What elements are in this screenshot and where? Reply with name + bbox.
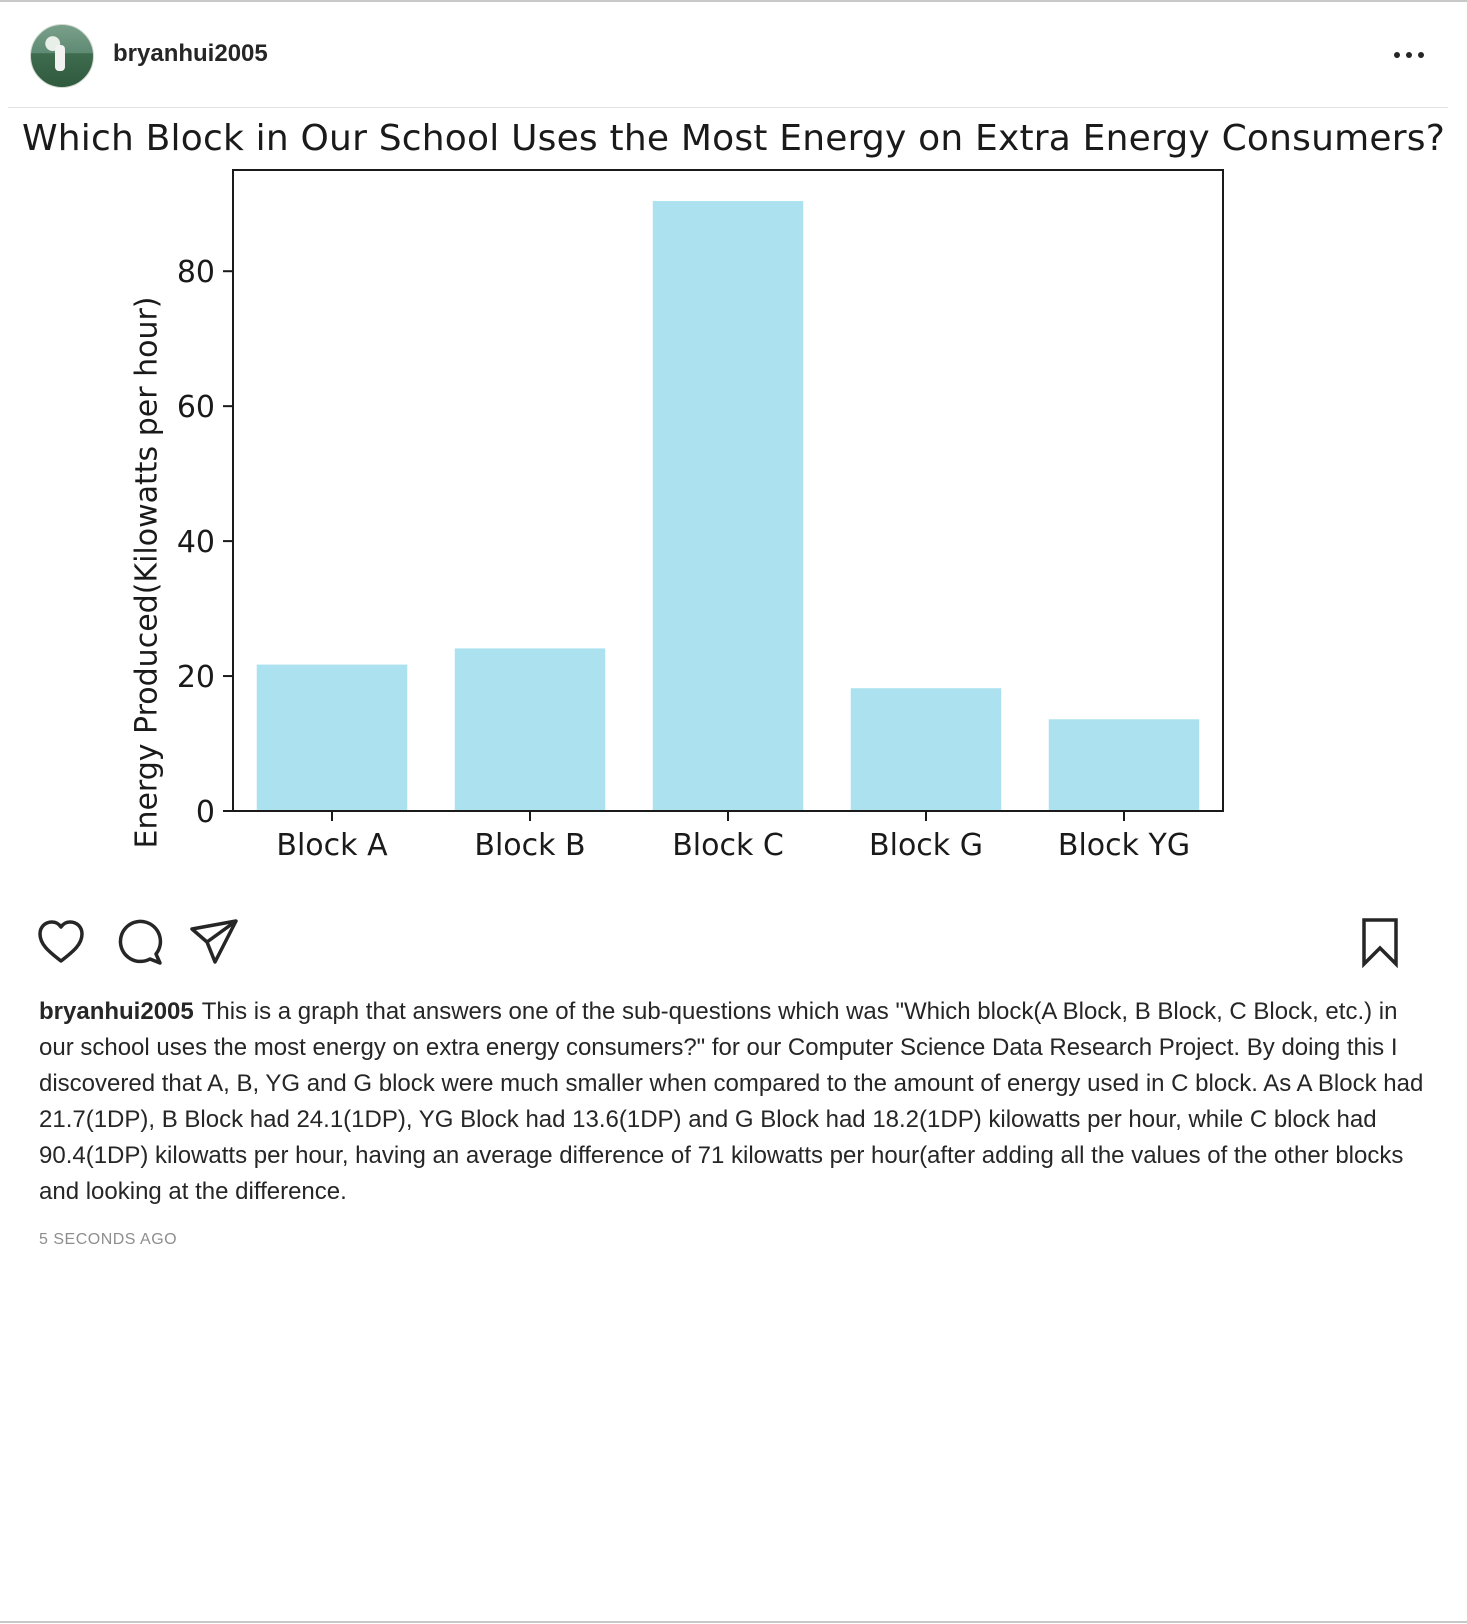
- x-tick-label: Block C: [672, 828, 784, 863]
- caption-text: This is a graph that answers one of the …: [39, 998, 1424, 1205]
- avatar-figure: [55, 45, 65, 71]
- avatar[interactable]: [30, 24, 94, 88]
- caption-username[interactable]: bryanhui2005: [39, 998, 194, 1025]
- top-border: [0, 0, 1467, 2]
- x-tick-label: Block G: [869, 828, 983, 863]
- chart-title: Which Block in Our School Uses the Most …: [21, 118, 1445, 159]
- y-tick-label: 60: [177, 390, 215, 425]
- chart-bar: [256, 664, 408, 811]
- bottom-border: [0, 1621, 1467, 1623]
- heart-icon[interactable]: [34, 915, 88, 969]
- x-tick-label: Block A: [276, 828, 388, 863]
- send-icon[interactable]: [188, 915, 242, 969]
- post-image-chart[interactable]: Which Block in Our School Uses the Most …: [0, 110, 1467, 890]
- plot-frame: [232, 169, 1224, 812]
- post-actions-bar: [0, 915, 1467, 975]
- bookmark-icon[interactable]: [1353, 915, 1407, 969]
- post-header: bryanhui2005: [8, 2, 1448, 108]
- bar-chart: Block A Block B Block C Block G Block YG 0 20 4…: [177, 169, 1224, 863]
- x-tick-label: Block YG: [1058, 828, 1190, 863]
- post-caption: bryanhui2005 This is a graph that answers…: [39, 994, 1429, 1210]
- chart-bar: [454, 648, 606, 811]
- y-tick-label: 0: [196, 795, 215, 830]
- more-options-icon[interactable]: [1390, 40, 1430, 68]
- y-tick-label: 40: [177, 525, 215, 560]
- chart-bar: [1048, 719, 1200, 811]
- y-tick-label: 80: [177, 255, 215, 290]
- post-timestamp[interactable]: 5 SECONDS AGO: [39, 1231, 178, 1248]
- post-username[interactable]: bryanhui2005: [113, 40, 268, 67]
- y-tick-label: 20: [177, 660, 215, 695]
- chart-bar: [652, 201, 804, 811]
- chart-y-axis-label: Energy Produced(Kilowatts per hour): [129, 296, 165, 849]
- x-tick-label: Block B: [474, 828, 585, 863]
- comment-icon[interactable]: [112, 915, 166, 969]
- chart-bar: [850, 688, 1002, 811]
